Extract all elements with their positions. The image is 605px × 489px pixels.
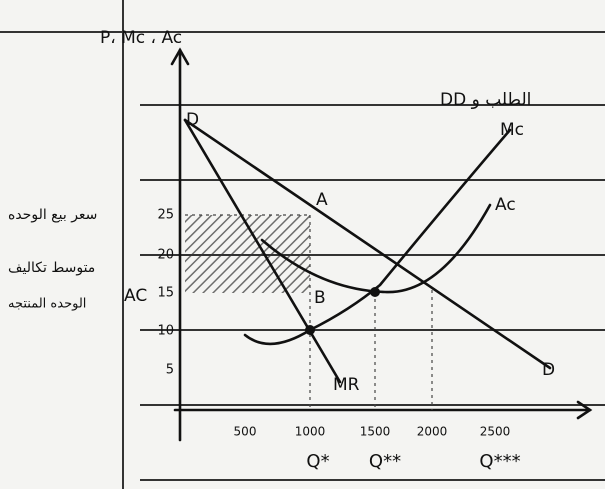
ac-label: Ac (495, 195, 516, 215)
point-label: A (316, 190, 328, 210)
guides (185, 214, 433, 410)
y-tick-label: 20 (157, 248, 174, 263)
x-tick-label: 2000 (417, 425, 448, 439)
side-note: متوسط تكاليف (8, 260, 95, 276)
point-label: B (314, 288, 326, 308)
x-tick-label: 500 (234, 425, 257, 439)
mc-curve (243, 128, 512, 346)
y-tick-label: 5 (166, 363, 174, 378)
point (305, 325, 315, 335)
mr-label: MR (333, 375, 360, 395)
quantity-label: Q** (369, 451, 401, 472)
demand-label: D (186, 110, 199, 130)
x-tick-label: 2500 (480, 425, 511, 439)
axes (170, 47, 593, 442)
side-note: سعر بيع الوحده (8, 207, 97, 223)
y-tick-label: 15 (157, 286, 174, 301)
y-tick-label: 25 (157, 208, 174, 223)
quantity-label: Q*** (479, 451, 520, 472)
demand-title: DD الطلب و (440, 90, 531, 110)
axis-title: P، Mc ، Ac (100, 28, 182, 48)
side-note: AC (124, 286, 147, 306)
x-tick-label: 1000 (295, 425, 326, 439)
demand-label: D (542, 360, 555, 380)
y-tick-label: 10 (157, 324, 174, 339)
point (370, 287, 380, 297)
x-tick-label: 1500 (360, 425, 391, 439)
mr-line (183, 118, 342, 384)
curves (183, 118, 552, 384)
demand-line (183, 118, 552, 370)
ac-curve (260, 203, 492, 294)
side-note: الوحده المنتجه (8, 297, 86, 312)
mc-label: Mc (500, 120, 524, 140)
quantity-label: Q* (306, 451, 329, 472)
